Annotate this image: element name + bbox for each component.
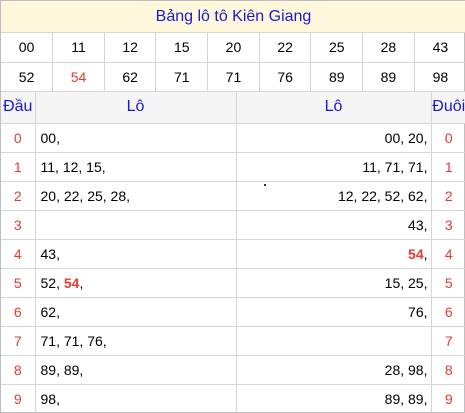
loto-head-tail-table: Đầu Lô Lô Đuôi 0 00, 00, 20, 0 1 11, 12,… bbox=[1, 92, 465, 413]
duoi-cell: 8 bbox=[431, 355, 465, 385]
number-cell: 43 bbox=[414, 33, 465, 63]
lo-left-prefix: 52, bbox=[40, 274, 60, 291]
loto-row: 1 11, 12, 15, 11, 71, 71, 1 bbox=[1, 152, 465, 182]
number-cell: 11 bbox=[52, 33, 105, 63]
duoi-cell: 0 bbox=[431, 123, 465, 153]
loto-row: 9 98, 89, 89, 9 bbox=[1, 384, 465, 413]
number-cell: 98 bbox=[414, 62, 465, 92]
lo-left-cell: 00, bbox=[35, 123, 237, 153]
loto-header-row: Đầu Lô Lô Đuôi bbox=[1, 92, 465, 124]
loto-row: 0 00, 00, 20, 0 bbox=[1, 123, 465, 153]
duoi-cell: 9 bbox=[431, 384, 465, 413]
number-cell-highlighted: 54 bbox=[52, 62, 105, 92]
loto-row: 7 71, 71, 76, 7 bbox=[1, 326, 465, 356]
lo-left-cell: 52, 54, bbox=[35, 268, 237, 298]
lo-right-cell bbox=[236, 326, 432, 356]
lo-right-cell: 54, bbox=[236, 239, 432, 269]
lo-left-cell: 71, 71, 76, bbox=[35, 326, 237, 356]
number-cell: 52 bbox=[1, 62, 54, 92]
number-cell: 12 bbox=[104, 33, 157, 63]
lo-right-cell: 00, 20, bbox=[236, 123, 432, 153]
number-cell: 62 bbox=[104, 62, 157, 92]
dau-cell: 2 bbox=[1, 181, 36, 211]
dau-cell: 1 bbox=[1, 152, 36, 182]
dau-cell: 8 bbox=[1, 355, 36, 385]
duoi-cell: 1 bbox=[431, 152, 465, 182]
dau-cell: 5 bbox=[1, 268, 36, 298]
header-lo-left: Lô bbox=[35, 92, 237, 124]
lo-left-cell bbox=[35, 210, 237, 240]
header-dau: Đầu bbox=[1, 92, 36, 124]
dau-cell: 9 bbox=[1, 384, 36, 413]
dau-cell: 6 bbox=[1, 297, 36, 327]
number-cell: 00 bbox=[1, 33, 54, 63]
table-title: Bảng lô tô Kiên Giang bbox=[1, 1, 465, 33]
number-cell: 89 bbox=[310, 62, 364, 92]
lo-right-cell: 43, bbox=[236, 210, 432, 240]
loto-row: 4 43, 54, 4 bbox=[1, 239, 465, 269]
stray-dot bbox=[264, 184, 266, 186]
lo-left-cell: 98, bbox=[35, 384, 237, 413]
duoi-cell: 4 bbox=[431, 239, 465, 269]
number-cell: 71 bbox=[207, 62, 260, 92]
lo-right-cell: 28, 98, bbox=[236, 355, 432, 385]
loto-row: 8 89, 89, 28, 98, 8 bbox=[1, 355, 465, 385]
duoi-cell: 7 bbox=[431, 326, 465, 356]
number-cell: 15 bbox=[155, 33, 209, 63]
header-lo-right: Lô bbox=[236, 92, 432, 124]
number-row-2: 52 54 62 71 71 76 89 89 98 bbox=[1, 62, 465, 92]
number-cell: 25 bbox=[310, 33, 364, 63]
lo-right-suffix: , bbox=[423, 245, 428, 262]
lo-right-cell: 12, 22, 52, 62, bbox=[236, 181, 432, 211]
header-duoi: Đuôi bbox=[431, 92, 465, 124]
number-cell: 71 bbox=[155, 62, 209, 92]
lo-right-cell: 11, 71, 71, bbox=[236, 152, 432, 182]
number-cell: 22 bbox=[259, 33, 312, 63]
number-cell: 76 bbox=[259, 62, 312, 92]
lo-right-cell: 76, bbox=[236, 297, 432, 327]
lo-left-cell: 11, 12, 15, bbox=[35, 152, 237, 182]
lo-right-cell: 15, 25, bbox=[236, 268, 432, 298]
loto-row: 6 62, 76, 6 bbox=[1, 297, 465, 327]
duoi-cell: 6 bbox=[431, 297, 465, 327]
loto-row: 3 43, 3 bbox=[1, 210, 465, 240]
highlighted-number: 54 bbox=[408, 245, 424, 262]
dau-cell: 3 bbox=[1, 210, 36, 240]
number-cell: 28 bbox=[362, 33, 415, 63]
highlighted-number: 54 bbox=[63, 274, 80, 291]
loto-row: 2 20, 22, 25, 28, 12, 22, 52, 62, 2 bbox=[1, 181, 465, 211]
duoi-cell: 2 bbox=[431, 181, 465, 211]
duoi-cell: 3 bbox=[431, 210, 465, 240]
loto-row: 5 52, 54, 15, 25, 5 bbox=[1, 268, 465, 298]
lo-left-cell: 43, bbox=[35, 239, 237, 269]
number-cell: 89 bbox=[362, 62, 415, 92]
results-number-grid: 00 11 12 15 20 22 25 28 43 52 54 62 71 7… bbox=[1, 33, 465, 92]
number-cell: 20 bbox=[207, 33, 260, 63]
duoi-cell: 5 bbox=[431, 268, 465, 298]
lo-left-suffix: , bbox=[79, 274, 84, 291]
number-row-1: 00 11 12 15 20 22 25 28 43 bbox=[1, 33, 465, 63]
lo-left-cell: 20, 22, 25, 28, bbox=[35, 181, 237, 211]
lo-left-cell: 62, bbox=[35, 297, 237, 327]
lo-right-cell: 89, 89, bbox=[236, 384, 432, 413]
dau-cell: 7 bbox=[1, 326, 36, 356]
lo-left-cell: 89, 89, bbox=[35, 355, 237, 385]
dau-cell: 4 bbox=[1, 239, 36, 269]
dau-cell: 0 bbox=[1, 123, 36, 153]
